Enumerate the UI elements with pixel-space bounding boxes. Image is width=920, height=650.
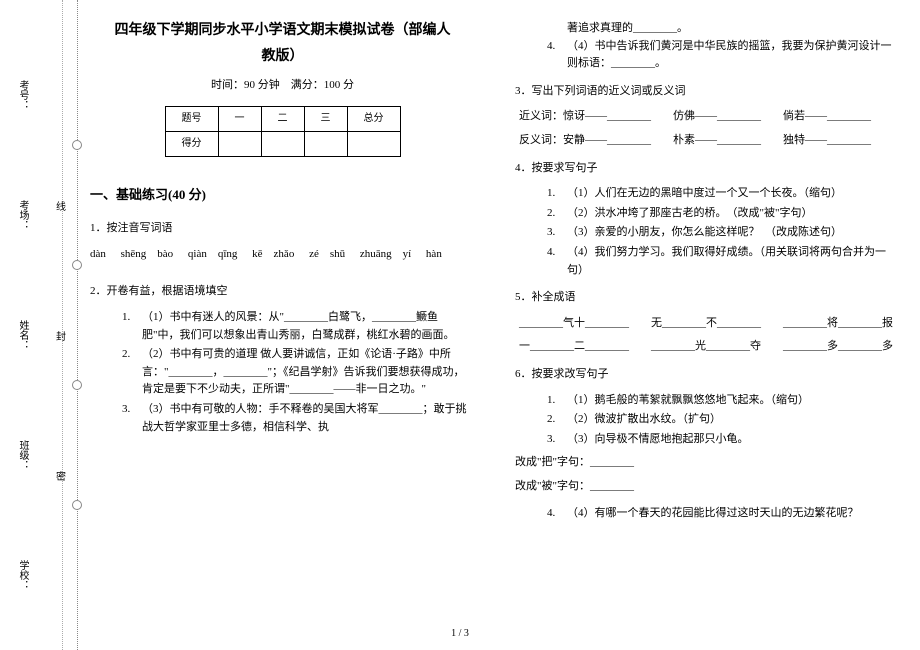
sub-list: 4. （4）有哪一个春天的花园能比得过这时天山的无边繁花呢？ [515,505,900,523]
left-column: 四年级下学期同步水平小学语文期末模拟试卷（部编人 教版） 时间：90 分钟 满分… [90,20,475,525]
list-item: 1. （1）书中有迷人的风景：从"________白鹭飞，________鳜鱼肥… [122,309,475,344]
list-item: 2. （2）微波扩散出水纹。（扩句） [547,411,900,429]
item-text: （2）书中有可贵的道理 做人要讲诚信，正如《论语·子路》中所言："_______… [142,346,475,399]
item-text: （4）书中告诉我们黄河是中华民族的摇篮，我要为保护黄河设计一则标语：______… [567,38,900,73]
score-table: 题号 一 二 三 总分 得分 [165,106,401,157]
seal-char: 封 [56,330,66,346]
item-index: 3. [122,401,142,436]
sub-list: 4. （4）书中告诉我们黄河是中华民族的摇篮，我要为保护黄河设计一则标语：___… [515,38,900,73]
question-label: 5．补全成语 [515,289,900,307]
binding-circle [72,380,82,390]
item-text: （3）书中有可敬的人物：手不释卷的吴国大将军________；敢于挑战大哲学家亚… [142,401,475,436]
page-footer: 1 / 3 [451,626,469,642]
item-text: （2）洪水冲垮了那座古老的桥。 （改成"被"字句） [567,205,900,223]
list-item: 1. （1）鹅毛般的苇絮就飘飘悠悠地飞起来。（缩句） [547,392,900,410]
list-item: 4. （4）有哪一个春天的花园能比得过这时天山的无边繁花呢？ [547,505,900,523]
item-index: 1. [547,185,567,203]
list-item: 2. （2）书中有可贵的道理 做人要讲诚信，正如《论语·子路》中所言："____… [122,346,475,399]
seal-char: 密 [56,470,66,486]
th: 总分 [347,107,400,132]
binding-label-name: 姓名： [14,320,30,350]
table-row: 得分 [165,132,400,157]
rewrite-bei: 改成"被"字句：________ [515,478,900,496]
item-text: （2）微波扩散出水纹。（扩句） [567,411,900,429]
binding-label-school: 学校： [14,560,30,590]
page-content: 四年级下学期同步水平小学语文期末模拟试卷（部编人 教版） 时间：90 分钟 满分… [0,0,920,525]
th: 一 [218,107,261,132]
idiom-line: 一________二________ ________光________夺 __… [515,338,900,356]
item-text: （4）有哪一个春天的花园能比得过这时天山的无边繁花呢？ [567,505,900,523]
sub-list: 1. （1）人们在无边的黑暗中度过一个又一个长夜。（缩句） 2. （2）洪水冲垮… [515,185,900,279]
item-index: 2. [122,346,142,399]
list-item: 1. （1）人们在无边的黑暗中度过一个又一个长夜。（缩句） [547,185,900,203]
q2-continue-line: 著追求真理的________。 [515,20,900,38]
list-item: 3. （3）向导极不情愿地抱起那只小龟。 [547,431,900,449]
item-index: 3. [547,431,567,449]
item-index: 1. [122,309,142,344]
question-label: 1．按注音写词语 [90,220,475,238]
pinyin-line: dàn shēng bào qiàn qīng kē zhǎo zé shū z… [90,246,475,264]
td [304,132,347,157]
question-label: 3．写出下列词语的近义词或反义词 [515,83,900,101]
item-index: 4. [547,244,567,279]
seal-char: 线 [56,200,66,216]
item-index: 3. [547,224,567,242]
item-text: （3）亲爱的小朋友，你怎么能这样呢？ （改成陈述句） [567,224,900,242]
item-text: （4）我们努力学习。我们取得好成绩。（用关联词将两句合并为一句） [567,244,900,279]
item-index: 2. [547,411,567,429]
item-text: （1）鹅毛般的苇絮就飘飘悠悠地飞起来。（缩句） [567,392,900,410]
binding-edge: 考号： 考场： 姓名： 班级： 学校： 线 封 密 [0,0,78,650]
question-label: 4．按要求写句子 [515,160,900,178]
list-item: 2. （2）洪水冲垮了那座古老的桥。 （改成"被"字句） [547,205,900,223]
item-text: （1）书中有迷人的风景：从"________白鹭飞，________鳜鱼肥"中，… [142,309,475,344]
binding-label-examnum: 考号： [14,80,30,110]
binding-circle [72,260,82,270]
exam-meta: 时间：90 分钟 满分：100 分 [90,77,475,95]
synonym-line: 近义词：惊讶——________ 仿佛——________ 倘若——______… [515,108,900,126]
binding-dotted-line [62,0,63,650]
th: 三 [304,107,347,132]
exam-title-line1: 四年级下学期同步水平小学语文期末模拟试卷（部编人 [90,20,475,42]
binding-label-class: 班级： [14,440,30,470]
right-column: 著追求真理的________。 4. （4）书中告诉我们黄河是中华民族的摇篮，我… [515,20,900,525]
rewrite-ba: 改成"把"字句：________ [515,454,900,472]
question-label: 6．按要求改写句子 [515,366,900,384]
item-index: 4. [547,38,567,73]
sub-list: 1. （1）鹅毛般的苇絮就飘飘悠悠地飞起来。（缩句） 2. （2）微波扩散出水纹… [515,392,900,449]
item-index: 4. [547,505,567,523]
list-item: 3. （3）书中有可敬的人物：手不释卷的吴国大将军________；敢于挑战大哲… [122,401,475,436]
th: 二 [261,107,304,132]
exam-title-line2: 教版） [90,46,475,68]
td: 得分 [165,132,218,157]
list-item: 4. （4）书中告诉我们黄河是中华民族的摇篮，我要为保护黄河设计一则标语：___… [547,38,900,73]
list-item: 3. （3）亲爱的小朋友，你怎么能这样呢？ （改成陈述句） [547,224,900,242]
td [347,132,400,157]
binding-label-room: 考场： [14,200,30,230]
question-label: 2．开卷有益，根据语境填空 [90,283,475,301]
binding-circle [72,140,82,150]
section-heading: 一、基础练习(40 分) [90,185,475,206]
binding-circle [72,500,82,510]
td [218,132,261,157]
item-index: 1. [547,392,567,410]
sub-list: 1. （1）书中有迷人的风景：从"________白鹭飞，________鳜鱼肥… [90,309,475,436]
table-row: 题号 一 二 三 总分 [165,107,400,132]
item-text: （1）人们在无边的黑暗中度过一个又一个长夜。（缩句） [567,185,900,203]
antonym-line: 反义词：安静——________ 朴素——________ 独特——______… [515,132,900,150]
item-text: （3）向导极不情愿地抱起那只小龟。 [567,431,900,449]
list-item: 4. （4）我们努力学习。我们取得好成绩。（用关联词将两句合并为一句） [547,244,900,279]
th: 题号 [165,107,218,132]
td [261,132,304,157]
idiom-line: ________气十________ 无________不________ __… [515,315,900,333]
item-index: 2. [547,205,567,223]
